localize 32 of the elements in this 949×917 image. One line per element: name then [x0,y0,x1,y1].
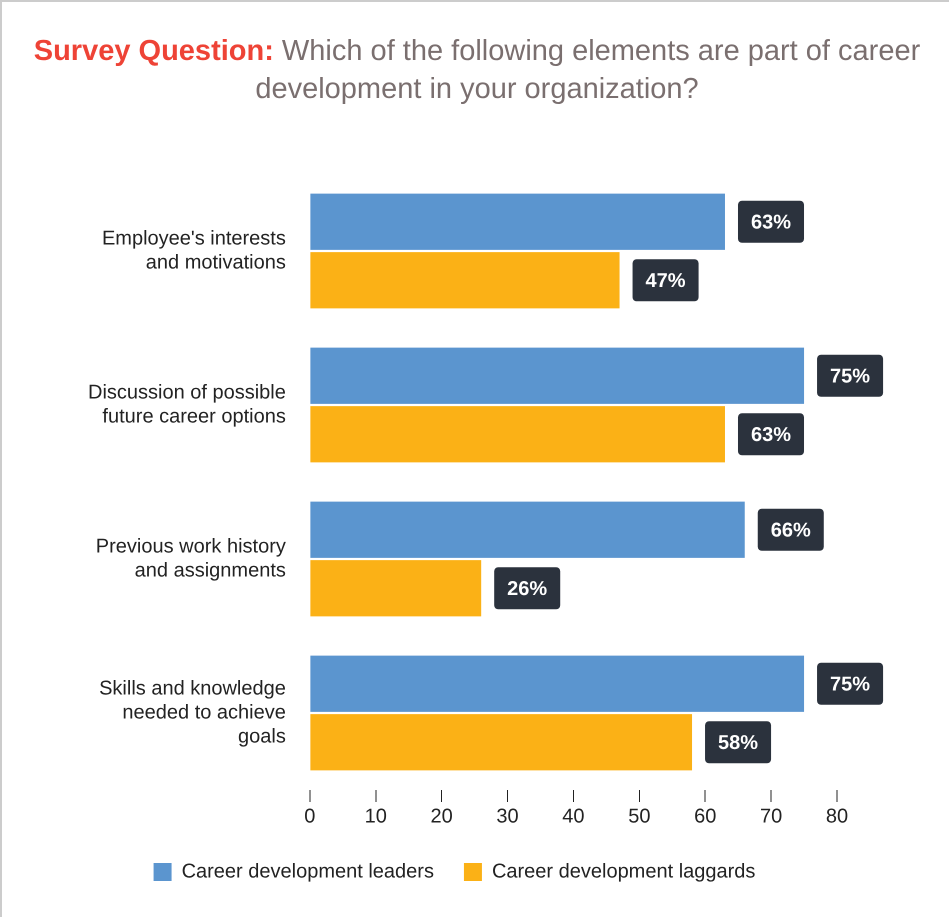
data-label: 66% [770,519,811,542]
bar [310,406,725,462]
x-tick-label: 10 [364,806,387,828]
bar [310,252,620,308]
bar [310,348,804,404]
x-tick-label: 80 [826,806,848,828]
data-label: 75% [830,365,870,388]
bar [310,502,745,558]
x-tick-label: 60 [694,806,716,828]
data-label: 26% [507,578,548,600]
x-tick-label: 0 [304,806,316,828]
legend-label: Career development laggards [492,860,756,883]
y-tick-label: Skills and knowledge needed to achieve goals [99,678,286,748]
bar [310,560,482,616]
data-label: 75% [830,673,870,696]
y-tick-label: Previous work history and assignments [96,536,286,582]
x-tick-label: 50 [628,806,650,828]
x-tick-label: 70 [760,806,782,828]
bar [310,656,804,712]
bar [310,714,692,770]
data-label: 47% [646,270,686,292]
x-tick-label: 20 [430,806,453,828]
data-label: 63% [750,424,792,446]
y-tick-label: Employee's interests and motivations [102,228,286,274]
chart-title: Survey Question: Which of the following elements are part of career development in your organization? [32,34,922,107]
x-tick-label: 30 [496,806,519,828]
x-tick-label: 40 [562,806,585,828]
y-tick-label: Discussion of possible future career options [88,382,286,428]
bar [310,194,725,250]
legend-label: Career development leaders [182,860,434,883]
data-label: 58% [718,732,758,754]
data-label: 63% [750,211,792,234]
